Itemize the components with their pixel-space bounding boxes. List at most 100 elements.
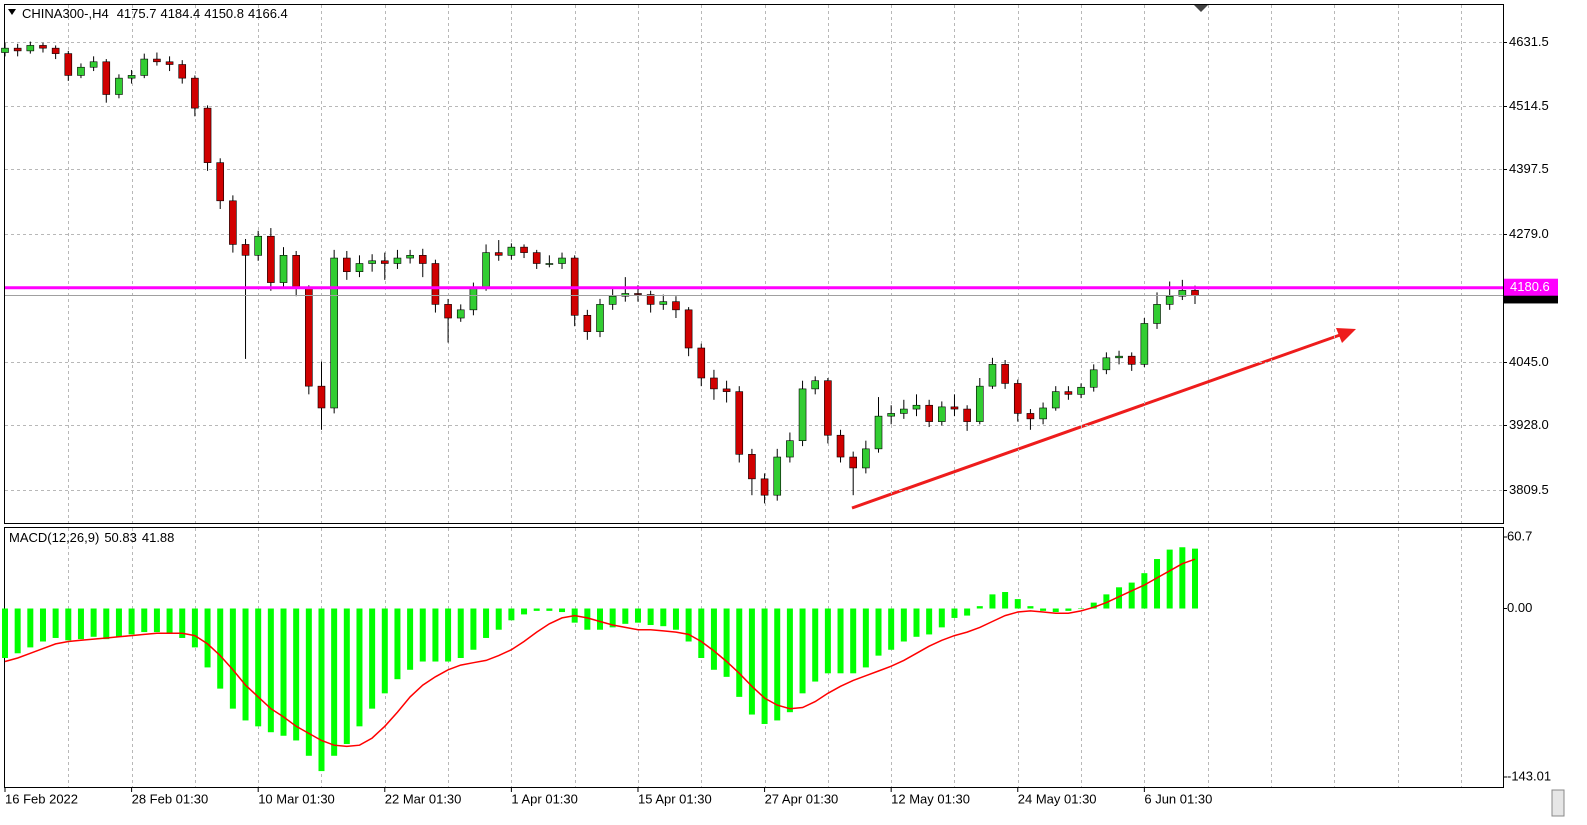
macd-bar — [685, 608, 692, 642]
candle-body — [900, 408, 908, 414]
candle-body — [760, 478, 769, 496]
candle-body — [1026, 413, 1035, 420]
candle-body — [165, 61, 174, 65]
candle-body — [406, 255, 414, 259]
macd-bar — [900, 608, 907, 642]
candle-body — [975, 385, 984, 422]
macd-bar — [837, 608, 844, 674]
candle-body — [824, 380, 832, 436]
x-tick-label: 27 Apr 01:30 — [765, 791, 839, 806]
candle-body — [773, 456, 782, 496]
signal-value: 41.88 — [142, 530, 175, 545]
candle-body — [494, 252, 503, 256]
main-frame — [4, 4, 1504, 524]
macd-bar — [597, 608, 603, 630]
candle-body — [254, 235, 262, 256]
y-tick-label: 3928.0 — [1509, 417, 1549, 432]
macd-bar — [65, 608, 72, 641]
macd-bar — [976, 606, 983, 609]
macd-bar — [128, 608, 135, 635]
candle-body — [849, 456, 857, 469]
macd-bar — [786, 608, 793, 713]
macd-bar — [647, 608, 654, 626]
macd-bar — [1065, 608, 1072, 611]
y-tick-label: 4397.5 — [1509, 161, 1549, 176]
candle-body — [482, 252, 490, 289]
x-tick-label: 16 Feb 2022 — [5, 791, 78, 806]
macd-bar — [103, 608, 110, 640]
ohlc-value: 4175.7 — [117, 6, 157, 21]
candle-body — [1178, 290, 1187, 297]
candle-body — [710, 377, 718, 390]
candle-body — [1077, 386, 1085, 395]
macd-bar — [470, 608, 477, 650]
candle-body — [697, 347, 706, 379]
candle-body — [988, 364, 997, 387]
macd-bar — [761, 608, 768, 724]
y-tick-label: 60.7 — [1507, 528, 1532, 543]
macd-bar — [1179, 547, 1186, 609]
y-tick-label: -143.01 — [1507, 768, 1551, 783]
macd-bar — [242, 608, 249, 721]
candle-body — [368, 260, 376, 264]
shift-marker — [1194, 5, 1208, 12]
candle-body — [115, 77, 123, 95]
candle-body — [241, 244, 250, 256]
y-tick-label: 4279.0 — [1509, 226, 1549, 241]
macd-bar — [850, 608, 857, 674]
macd-bar — [1141, 573, 1148, 609]
price-line-label-box — [1504, 278, 1558, 296]
macd-bar — [521, 608, 528, 615]
candle-body — [456, 309, 465, 319]
y-tick-label: 4514.5 — [1509, 98, 1549, 113]
macd-bar — [318, 608, 325, 772]
candle-body — [583, 314, 592, 332]
macd-bar — [559, 608, 566, 613]
macd-bar — [166, 608, 173, 634]
signal-line — [4, 558, 1196, 748]
macd-bar — [698, 608, 705, 658]
macd-bar — [508, 608, 515, 621]
candle-body — [1013, 383, 1022, 414]
candle-body — [279, 255, 288, 283]
candle-body — [1115, 355, 1123, 359]
candle-body — [1001, 364, 1009, 384]
candle-body — [798, 388, 807, 441]
macd-bar — [432, 608, 439, 662]
macd-bar — [394, 608, 401, 680]
x-tick-label: 1 Apr 01:30 — [511, 791, 577, 806]
macd-bar — [774, 608, 781, 721]
macd-bar — [381, 608, 388, 694]
macd-bar — [153, 608, 160, 633]
ohlc-value: 4150.8 — [204, 6, 244, 21]
macd-bar — [1166, 549, 1173, 609]
candle-body — [646, 294, 655, 305]
x-tick-label: 22 Mar 01:30 — [385, 791, 462, 806]
candle-body — [343, 257, 351, 272]
macd-bar — [457, 608, 464, 658]
candle-body — [532, 252, 541, 264]
candle-body — [292, 255, 300, 289]
macd-bar — [1116, 587, 1123, 609]
scroll-handle[interactable] — [1551, 789, 1565, 817]
x-tick-label: 10 Mar 01:30 — [258, 791, 335, 806]
menu-arrow[interactable] — [8, 9, 16, 15]
candle-body — [355, 263, 364, 272]
macd-bar — [748, 608, 755, 715]
macd-bar — [267, 608, 274, 733]
macd-bar — [293, 608, 300, 741]
candle-body — [1140, 323, 1149, 365]
macd-bar — [1014, 599, 1021, 609]
macd-bar — [622, 608, 629, 624]
macd-bar — [964, 608, 971, 616]
candle-body — [608, 295, 617, 305]
candle-body — [545, 263, 554, 265]
candle-body — [39, 45, 47, 49]
y-tick-label: 4045.0 — [1509, 354, 1549, 369]
macd-bar — [660, 608, 667, 627]
candle-body — [229, 200, 237, 245]
candle-body — [102, 61, 111, 95]
macd-bar — [1103, 594, 1110, 609]
x-tick-label: 6 Jun 01:30 — [1144, 791, 1212, 806]
macd-bar — [812, 608, 819, 682]
